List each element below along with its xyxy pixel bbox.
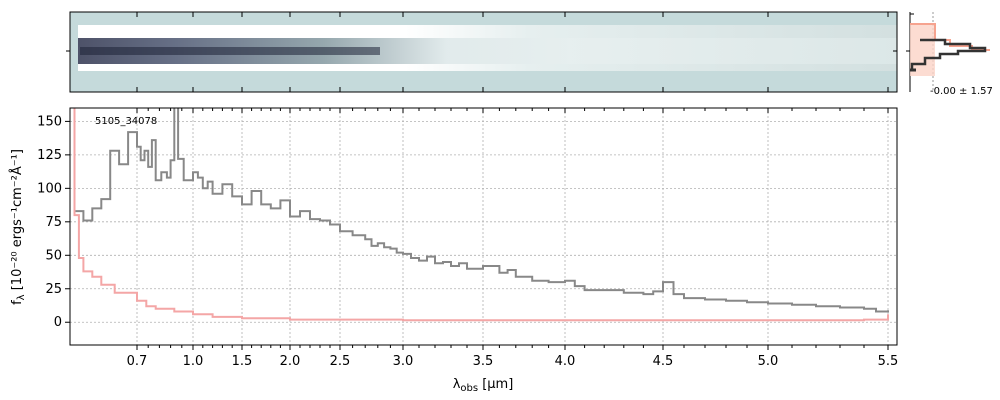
error-series — [73, 108, 889, 322]
x-tick-label: 5.5 — [878, 354, 899, 369]
y-tick-label: 150 — [37, 114, 62, 129]
x-tick-label: 1.0 — [183, 354, 204, 369]
flux-series — [74, 108, 889, 313]
y-axis: 0 25 50 75 100 125 150 — [37, 114, 70, 330]
x-axis-title: λobs [μm] — [453, 377, 514, 394]
object-id-label: 5105_34078 — [95, 116, 157, 127]
x-tick-label: 5.0 — [758, 354, 779, 369]
y-axis-title-sub: λ — [16, 294, 27, 300]
x-tick-label: 0.7 — [127, 354, 148, 369]
y-tick-label: 0 — [54, 315, 62, 330]
x-tick-label: 2.5 — [330, 354, 351, 369]
y-tick-label: 75 — [45, 215, 62, 230]
x-axis-title-sub: obs — [460, 383, 478, 394]
profile-summary-label: -0.00 ± 1.57 — [930, 86, 993, 97]
x-tick-label: 4.0 — [555, 354, 576, 369]
y-axis-title: fλ [10⁻²⁰ ergs⁻¹cm⁻²Å⁻¹] — [9, 149, 27, 305]
x-tick-label: 4.5 — [653, 354, 674, 369]
x-axis-title-main: λ — [453, 377, 461, 392]
y-tick-label: 50 — [45, 248, 62, 263]
plot-background — [70, 108, 897, 345]
y-tick-label: 100 — [37, 181, 62, 196]
x-tick-label: 1.5 — [232, 354, 253, 369]
profile-band — [910, 24, 935, 76]
grid — [70, 108, 897, 345]
y-tick-label: 125 — [37, 148, 62, 163]
x-axis-title-unit: [μm] — [478, 377, 513, 392]
spectrum-2d-panel — [66, 11, 898, 93]
x-axis: 0.7 1.0 1.5 2.0 2.5 3.0 3.5 4.0 4.5 5.0 5.5 — [127, 108, 899, 369]
profile-data — [910, 38, 987, 70]
y-tick-label: 25 — [45, 282, 62, 297]
spectrum-2d-core — [80, 47, 380, 55]
x-tick-label: 3.5 — [473, 354, 494, 369]
y-axis-title-unit: [10⁻²⁰ ergs⁻¹cm⁻²Å⁻¹] — [9, 149, 25, 294]
x-tick-label: 2.0 — [280, 354, 301, 369]
spectrum-2d-ticks — [66, 12, 897, 92]
x-tick-label: 3.0 — [393, 354, 414, 369]
profile-panel — [906, 12, 990, 92]
y-axis-title-main: f — [10, 300, 25, 305]
main-plot: 0.7 1.0 1.5 2.0 2.5 3.0 3.5 4.0 4.5 5.0 5.5 0 25 50 7… — [37, 107, 899, 369]
